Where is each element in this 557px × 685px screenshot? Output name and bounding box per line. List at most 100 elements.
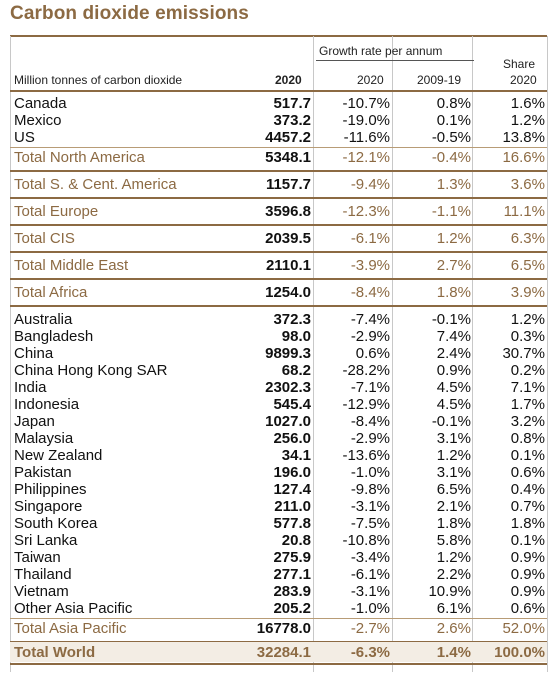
cell-g2020: -3.1% [350,583,390,600]
total-row: Total Africa 1254.0 -8.4% 1.8% 3.9% [0,284,557,301]
table-row: Thailand 277.1 -6.1% 2.2% 0.9% [0,566,557,583]
cell-g0919: 7.4% [436,328,471,345]
cell-share: 13.8% [502,129,545,146]
total-row: Total Asia Pacific 16778.0 -2.7% 2.6% 52.0% [0,620,557,637]
cell-share: 1.6% [510,95,545,112]
table-bottom-rule [10,663,547,665]
cell-share: 1.2% [510,112,545,129]
table-row: China Hong Kong SAR 68.2 -28.2% 0.9% 0.2% [0,362,557,379]
cell-v2020: 68.2 [281,362,311,379]
world-total-band [10,642,547,662]
cell-share: 0.9% [510,549,545,566]
table-row: Indonesia 545.4 -12.9% 4.5% 1.7% [0,396,557,413]
cell-g0919: 10.9% [428,583,471,600]
cell-g0919: 1.8% [436,515,471,532]
group-bottom-rule [10,170,547,172]
table-row: Philippines 127.4 -9.8% 6.5% 0.4% [0,481,557,498]
cell-name: US [14,129,35,146]
cell-name: Total Middle East [14,257,129,274]
cell-name: Total Asia Pacific [14,620,127,637]
cell-share: 100.0% [494,644,545,661]
column-divider-growth [392,36,393,672]
cell-v2020: 34.1 [281,447,311,464]
cell-share: 3.6% [510,176,545,193]
cell-g2020: -2.9% [350,430,390,447]
cell-name: Total S. & Cent. America [14,176,177,193]
cell-g0919: 2.7% [436,257,471,274]
cell-v2020: 1254.0 [265,284,311,301]
cell-g0919: -0.5% [431,129,471,146]
cell-name: Thailand [14,566,72,583]
cell-g2020: -7.4% [350,311,390,328]
cell-g2020: -9.4% [350,176,390,193]
col-growth-2020-header: 2020 [357,73,384,87]
cell-g0919: 4.5% [436,396,471,413]
cell-g0919: 2.6% [436,620,471,637]
table-row: Japan 1027.0 -8.4% -0.1% 3.2% [0,413,557,430]
cell-g0919: 3.1% [436,464,471,481]
cell-g0919: 1.2% [436,230,471,247]
cell-share: 0.9% [510,566,545,583]
cell-g0919: 1.2% [436,549,471,566]
cell-g2020: -6.3% [350,644,390,661]
cell-name: Singapore [14,498,83,515]
cell-share: 0.4% [510,481,545,498]
cell-share: 0.8% [510,430,545,447]
cell-share: 0.9% [510,583,545,600]
cell-v2020: 373.2 [273,112,311,129]
cell-share: 1.2% [510,311,545,328]
group-bottom-rule [10,197,547,199]
cell-share: 6.3% [510,230,545,247]
right-border [547,36,548,672]
cell-v2020: 2110.1 [265,257,311,274]
cell-share: 52.0% [502,620,545,637]
cell-share: 3.9% [510,284,545,301]
total-row: Total S. & Cent. America 1157.7 -9.4% 1.3% 3… [0,176,557,193]
total-row: Total North America 5348.1 -12.1% -0.4% 16.6… [0,149,557,166]
cell-v2020: 196.0 [273,464,311,481]
cell-v2020: 2302.3 [265,379,311,396]
cell-name: Other Asia Pacific [14,600,133,617]
table-row: Sri Lanka 20.8 -10.8% 5.8% 0.1% [0,532,557,549]
cell-g2020: -12.3% [342,203,390,220]
cell-g0919: -0.1% [431,311,471,328]
col-growth-0919-header: 2009-19 [417,73,462,87]
cell-g2020: -3.4% [350,549,390,566]
left-border [10,36,11,672]
header-top-rule [10,35,547,37]
cell-g2020: -9.8% [350,481,390,498]
cell-g0919: 3.1% [436,430,471,447]
col-2020-header: 2020 [275,73,302,87]
cell-g0919: 1.4% [436,644,471,661]
cell-name: Philippines [14,481,87,498]
group-bottom-rule [10,278,547,280]
cell-g2020: -13.6% [342,447,390,464]
cell-g0919: -1.1% [431,203,471,220]
cell-v2020: 2039.5 [265,230,311,247]
cell-name: Total CIS [14,230,75,247]
header-bottom-rule [10,90,547,92]
cell-v2020: 1027.0 [265,413,311,430]
cell-share: 0.1% [510,532,545,549]
share-header-line2: 2020 [510,73,537,87]
cell-g2020: -8.4% [350,413,390,430]
table-row: Pakistan 196.0 -1.0% 3.1% 0.6% [0,464,557,481]
cell-g2020: -19.0% [342,112,390,129]
cell-g0919: -0.1% [431,413,471,430]
growth-group-header: Growth rate per annum [319,44,443,58]
cell-share: 6.5% [510,257,545,274]
column-divider-share [472,36,473,672]
cell-name: Mexico [14,112,62,129]
cell-v2020: 16778.0 [256,620,311,637]
cell-name: Australia [14,311,73,328]
total-row: Total CIS 2039.5 -6.1% 1.2% 6.3% [0,230,557,247]
column-divider-value [313,36,314,672]
cell-g0919: 2.1% [436,498,471,515]
cell-name: Bangladesh [14,328,94,345]
table-row: Canada 517.7 -10.7% 0.8% 1.6% [0,95,557,112]
cell-name: Malaysia [14,430,74,447]
cell-g2020: -7.1% [350,379,390,396]
cell-share: 11.1% [503,203,545,220]
cell-g2020: -6.1% [350,230,390,247]
